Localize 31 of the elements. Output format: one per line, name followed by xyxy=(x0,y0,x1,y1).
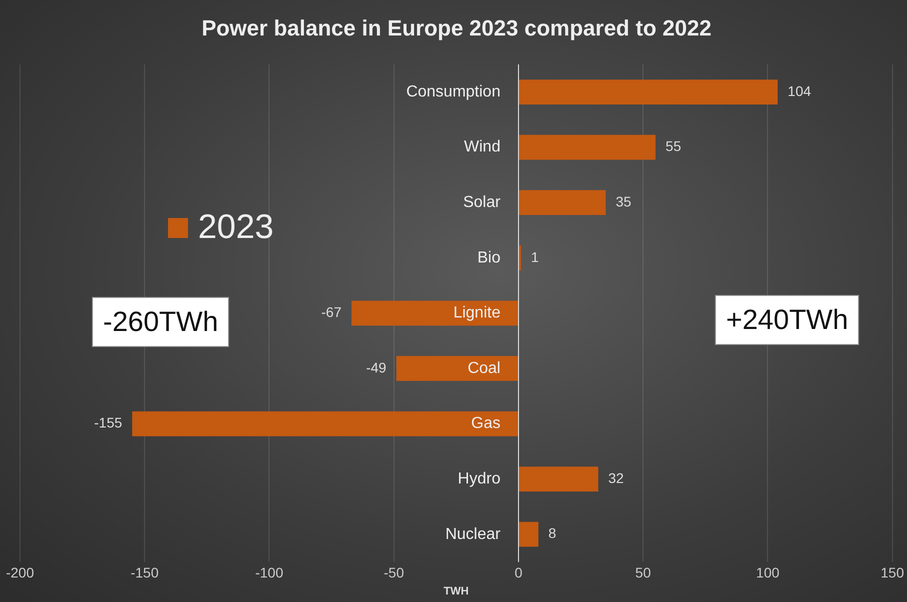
y-tick-label: Lignite xyxy=(453,304,501,322)
data-label: -49 xyxy=(366,359,387,376)
x-tick-label: -100 xyxy=(255,564,284,580)
data-label: 1 xyxy=(530,248,539,265)
y-tick-label: Gas xyxy=(471,415,500,432)
x-tick-label: 150 xyxy=(880,564,904,580)
y-tick-label: Nuclear xyxy=(445,526,502,543)
data-label: 32 xyxy=(608,470,624,486)
data-label: 8 xyxy=(548,525,556,542)
annotation: -260TWh xyxy=(92,297,230,347)
legend-label: 2023 xyxy=(198,208,274,247)
y-tick-label: Bio xyxy=(477,249,501,266)
x-tick-label: -50 xyxy=(384,564,404,580)
y-tick-label: Hydro xyxy=(458,470,501,488)
y-tick-label: Consumption xyxy=(406,83,500,100)
x-tick-label: 50 xyxy=(635,564,652,580)
data-label: 35 xyxy=(616,193,632,210)
y-tick-label: Solar xyxy=(463,194,502,212)
y-tick-label: Wind xyxy=(464,138,500,156)
x-tick-label: -200 xyxy=(6,564,34,580)
y-tick-label: Coal xyxy=(468,360,500,377)
chart-title: Power balance in Europe 2023 compared to 2022 xyxy=(202,15,712,40)
data-label: 104 xyxy=(788,82,812,99)
x-tick-label: -150 xyxy=(130,564,159,580)
annotation: +240TWh xyxy=(715,295,860,345)
x-axis-title: TWH xyxy=(444,585,469,598)
x-tick-label: 100 xyxy=(756,564,780,580)
data-label: 55 xyxy=(666,138,682,154)
data-label: -155 xyxy=(94,414,122,431)
x-tick-label: 0 xyxy=(514,564,523,580)
data-label: -67 xyxy=(321,304,342,320)
